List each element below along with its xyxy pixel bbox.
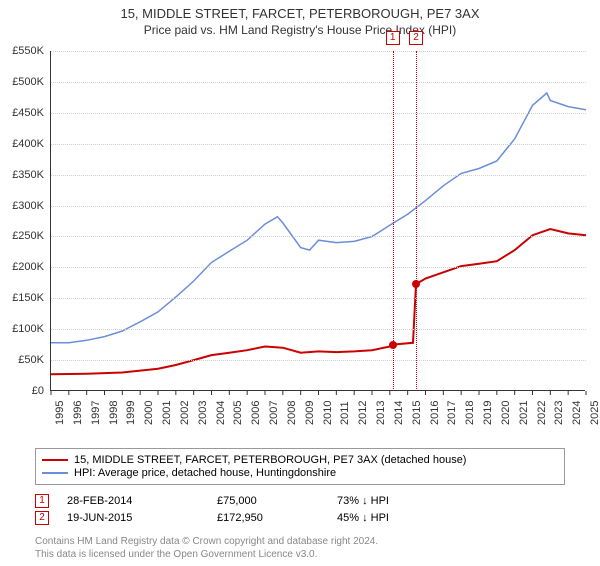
x-tick-label: 2016 [429,401,441,425]
y-tick-label: £50K [0,354,44,366]
y-tick-label: £200K [0,261,44,273]
series-hpi [51,93,586,343]
x-tick-label: 2006 [250,401,262,425]
x-tick-label: 1996 [72,401,84,425]
y-tick-label: £150K [0,292,44,304]
footer-line2: This data is licensed under the Open Gov… [35,549,565,562]
sale-marker-box: 1 [386,31,400,45]
sale-point [412,280,420,288]
gridline [51,298,586,299]
x-tick-label: 2007 [268,401,280,425]
x-tick-label: 2024 [571,401,583,425]
sale-marker-box: 2 [409,31,423,45]
chart-title-line2: Price paid vs. HM Land Registry's House … [0,23,600,37]
gridline [51,236,586,237]
y-tick-label: £250K [0,230,44,242]
chart-area: 12 1995199619971998199920002001200220032… [50,51,585,411]
gridline [51,206,586,207]
sale-price: £75,000 [217,495,337,507]
chart-title-line1: 15, MIDDLE STREET, FARCET, PETERBOROUGH,… [0,6,600,21]
gridline [51,175,586,176]
x-tick-label: 2010 [322,401,334,425]
sale-row: 1 28-FEB-2014 £75,000 73% ↓ HPI [35,494,565,508]
sale-point [389,341,397,349]
plot-svg [51,51,586,391]
gridline [51,360,586,361]
sale-delta: 45% ↓ HPI [337,512,437,524]
x-tick-label: 2019 [482,401,494,425]
legend-label: HPI: Average price, detached house, Hunt… [74,467,336,479]
x-tick-label: 2018 [464,401,476,425]
x-tick-label: 2021 [518,401,530,425]
footer-line1: Contains HM Land Registry data © Crown c… [35,536,565,549]
x-tick-label: 2009 [304,401,316,425]
gridline [51,329,586,330]
x-tick-label: 2020 [500,401,512,425]
sale-row: 2 19-JUN-2015 £172,950 45% ↓ HPI [35,511,565,525]
x-tick-label: 2008 [286,401,298,425]
y-tick-label: £450K [0,107,44,119]
sale-date: 28-FEB-2014 [67,495,217,507]
x-tick-label: 1999 [125,401,137,425]
x-tick-label: 2011 [339,401,351,425]
x-tick-label: 2022 [536,401,548,425]
y-tick-label: £400K [0,138,44,150]
gridline [51,144,586,145]
plot-area: 12 [50,51,585,391]
x-tick-label: 2000 [143,401,155,425]
y-tick-label: £550K [0,45,44,57]
x-tick-label: 2017 [446,401,458,425]
x-tick-label: 2014 [393,401,405,425]
gridline [51,267,586,268]
legend-item: HPI: Average price, detached house, Hunt… [42,467,558,479]
footer-attribution: Contains HM Land Registry data © Crown c… [35,536,565,561]
legend-swatch [42,472,68,474]
legend-label: 15, MIDDLE STREET, FARCET, PETERBOROUGH,… [74,454,466,466]
legend: 15, MIDDLE STREET, FARCET, PETERBOROUGH,… [35,448,565,485]
y-tick-label: £0 [0,385,44,397]
legend-item: 15, MIDDLE STREET, FARCET, PETERBOROUGH,… [42,454,558,466]
x-tick-label: 2005 [232,401,244,425]
sale-date: 19-JUN-2015 [67,512,217,524]
x-tick-label: 2001 [161,401,173,425]
sale-marker-icon: 1 [35,494,49,508]
y-tick-label: £500K [0,76,44,88]
y-tick-label: £300K [0,200,44,212]
gridline [51,82,586,83]
series-price_paid [51,229,586,374]
sale-marker-icon: 2 [35,511,49,525]
x-tick-label: 2012 [357,401,369,425]
x-tick-label: 2023 [553,401,565,425]
gridline [51,113,586,114]
x-tick-label: 1995 [54,401,66,425]
x-tick-label: 2002 [179,401,191,425]
legend-swatch [42,459,68,461]
sales-table: 1 28-FEB-2014 £75,000 73% ↓ HPI 2 19-JUN… [35,491,565,528]
x-tick-label: 2013 [375,401,387,425]
sale-price: £172,950 [217,512,337,524]
sale-delta: 73% ↓ HPI [337,495,437,507]
x-tick-label: 2004 [215,401,227,425]
y-tick-label: £350K [0,169,44,181]
y-tick-label: £100K [0,323,44,335]
gridline [51,51,586,52]
x-tick-label: 1997 [90,401,102,425]
sale-vline [416,51,417,391]
x-tick-label: 2015 [411,401,423,425]
x-tick-label: 2003 [197,401,209,425]
x-tick-label: 1998 [108,401,120,425]
x-tick-label: 2025 [589,401,600,425]
